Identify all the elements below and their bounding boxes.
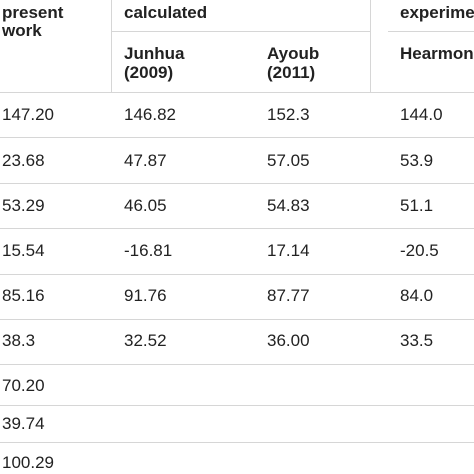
header-rule — [0, 92, 474, 93]
row-rule — [0, 228, 474, 229]
cell-hearmon: 53.9 — [400, 151, 434, 170]
group-underline-calculated — [112, 31, 370, 32]
group-underline-experimental — [388, 31, 474, 32]
header-present-work: present work — [2, 3, 64, 40]
cell-present-work: 147.20 — [2, 105, 54, 124]
cell-ayoub: 36.00 — [267, 331, 310, 350]
row-rule — [0, 137, 474, 138]
row-rule — [0, 274, 474, 275]
header-ayoub-2011: Ayoub (2011) — [267, 44, 320, 82]
row-rule — [0, 319, 474, 320]
cell-ayoub: 57.05 — [267, 151, 310, 170]
cell-ayoub: 152.3 — [267, 105, 310, 124]
cell-junhua: 46.05 — [124, 196, 167, 215]
row-rule — [0, 405, 474, 406]
cell-present-work: 39.74 — [2, 414, 45, 433]
row-rule — [0, 442, 474, 443]
cell-present-work: 100.29 — [2, 453, 54, 472]
cell-present-work: 85.16 — [2, 286, 45, 305]
cell-junhua: -16.81 — [124, 241, 173, 260]
cell-junhua: 32.52 — [124, 331, 167, 350]
cell-hearmon: -20.5 — [400, 241, 439, 260]
cell-present-work: 15.54 — [2, 241, 45, 260]
header-group-calculated: calculated — [124, 3, 208, 22]
row-rule — [0, 364, 474, 365]
cell-present-work: 70.20 — [2, 376, 45, 395]
header-junhua-2009: Junhua (2009) — [124, 44, 185, 82]
cell-present-work: 38.3 — [2, 331, 36, 350]
cell-junhua: 146.82 — [124, 105, 176, 124]
column-divider — [370, 0, 371, 92]
cell-hearmon: 33.5 — [400, 331, 434, 350]
column-divider — [111, 0, 112, 92]
cell-ayoub: 87.77 — [267, 286, 310, 305]
cell-present-work: 23.68 — [2, 151, 45, 170]
cell-hearmon: 144.0 — [400, 105, 443, 124]
header-hearmon: Hearmon — [400, 44, 474, 63]
cell-ayoub: 17.14 — [267, 241, 310, 260]
cell-ayoub: 54.83 — [267, 196, 310, 215]
cell-hearmon: 51.1 — [400, 196, 434, 215]
header-group-experimental: experime — [400, 3, 474, 22]
cell-junhua: 47.87 — [124, 151, 167, 170]
cell-hearmon: 84.0 — [400, 286, 434, 305]
row-rule — [0, 183, 474, 184]
cell-present-work: 53.29 — [2, 196, 45, 215]
cell-junhua: 91.76 — [124, 286, 167, 305]
